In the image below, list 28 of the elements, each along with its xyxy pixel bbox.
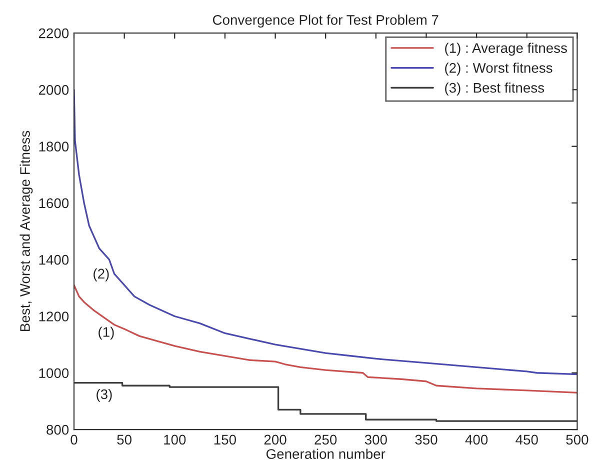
- annotation: (2): [94, 268, 109, 282]
- y-tick-label: 1400: [39, 254, 69, 265]
- x-tick-label: 500: [566, 434, 588, 445]
- y-axis-title: Best, Worst and Average Fitness: [20, 130, 33, 332]
- legend-label: (1) : Average fitness: [445, 42, 567, 56]
- y-tick-label: 1800: [39, 142, 69, 152]
- x-tick-label: 350: [415, 434, 438, 445]
- y-tick-label: 1600: [39, 198, 69, 208]
- x-tick-label: 0: [70, 434, 78, 445]
- x-tick-label: 400: [465, 434, 488, 445]
- annotation: (1): [98, 326, 114, 340]
- y-tick-label: 800: [46, 424, 69, 435]
- y-tick-label: 2000: [38, 85, 69, 95]
- x-tick-label: 450: [516, 434, 538, 445]
- annotation: (3): [96, 388, 112, 402]
- x-tick-label: 250: [314, 434, 337, 445]
- x-tick-label: 100: [164, 434, 186, 445]
- legend-label: (3) : Best fitness: [445, 82, 544, 96]
- y-tick-label: 1200: [39, 312, 69, 322]
- x-tick-label: 200: [264, 434, 286, 445]
- chart-title: Convergence Plot for Test Problem 7: [212, 14, 438, 28]
- x-axis-title: Generation number: [266, 448, 386, 459]
- x-tick-label: 50: [117, 434, 132, 445]
- y-tick-label: 2200: [38, 28, 69, 38]
- y-tick-label: 1000: [39, 368, 69, 378]
- x-tick-label: 150: [214, 434, 236, 445]
- x-tick-label: 300: [364, 434, 387, 445]
- legend-label: (2) : Worst fitness: [445, 62, 552, 76]
